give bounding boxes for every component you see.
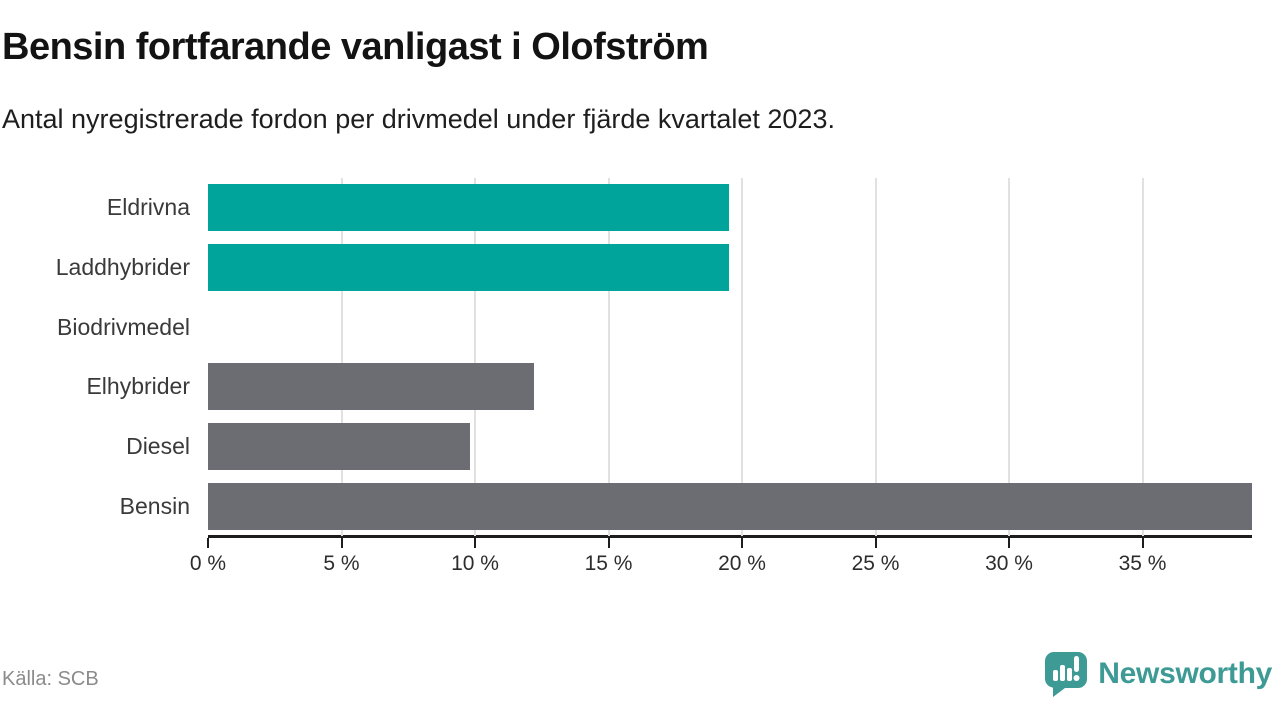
bar-laddhybrider	[208, 244, 729, 291]
gridline	[1141, 178, 1144, 536]
x-axis-tick	[1008, 538, 1011, 548]
gridline	[741, 178, 743, 536]
x-axis-tick-label: 0 %	[189, 552, 227, 575]
x-axis-tick	[874, 538, 877, 548]
x-axis-tick-label: 15 %	[584, 552, 633, 575]
x-axis-tick	[207, 538, 209, 548]
category-label-bensin: Bensin	[119, 492, 190, 519]
category-label-diesel: Diesel	[126, 432, 190, 459]
x-axis-tick-label: 35 %	[1118, 552, 1167, 575]
x-axis-tick-label: 25 %	[851, 552, 900, 575]
x-axis-tick	[1141, 538, 1144, 548]
x-axis-tick-label: 30 %	[985, 552, 1033, 575]
x-axis-tick-label: 5 %	[323, 552, 360, 575]
gridline	[607, 178, 610, 536]
newsworthy-logo-icon	[1043, 650, 1089, 697]
category-label-laddhybrider: Laddhybrider	[55, 253, 190, 280]
x-axis-tick-label: 20 %	[718, 552, 766, 575]
category-label-elhybrider: Elhybrider	[86, 373, 190, 400]
x-axis-tick	[474, 538, 476, 548]
bar-eldrivna	[208, 184, 729, 232]
category-label-eldrivna: Eldrivna	[106, 194, 190, 221]
gridline	[340, 178, 343, 536]
newsworthy-logo-text: Newsworthy	[1098, 656, 1272, 690]
bar-diesel	[208, 423, 470, 470]
x-axis-line	[208, 535, 1252, 538]
category-label-biodrivmedel: Biodrivmedel	[57, 313, 190, 340]
newsworthy-logo: Newsworthy	[1043, 650, 1272, 697]
source-note: Källa: SCB	[2, 668, 99, 690]
bar-elhybrider	[208, 363, 534, 411]
x-axis-tick	[340, 538, 343, 548]
x-axis-tick-label: 10 %	[451, 552, 499, 575]
chart-title: Bensin fortfarande vanligast i Olofström	[2, 26, 709, 68]
gridline	[874, 178, 877, 536]
x-axis-tick	[607, 538, 610, 548]
chart-subtitle: Antal nyregistrerade fordon per drivmede…	[2, 104, 835, 134]
gridline	[1008, 178, 1011, 536]
x-axis-tick	[741, 538, 743, 548]
bar-bensin	[208, 482, 1252, 530]
gridline	[474, 178, 476, 536]
bar-chart-plot-area: Eldrivna Laddhybrider Biodrivmedel Elhybrid…	[56, 178, 1252, 575]
